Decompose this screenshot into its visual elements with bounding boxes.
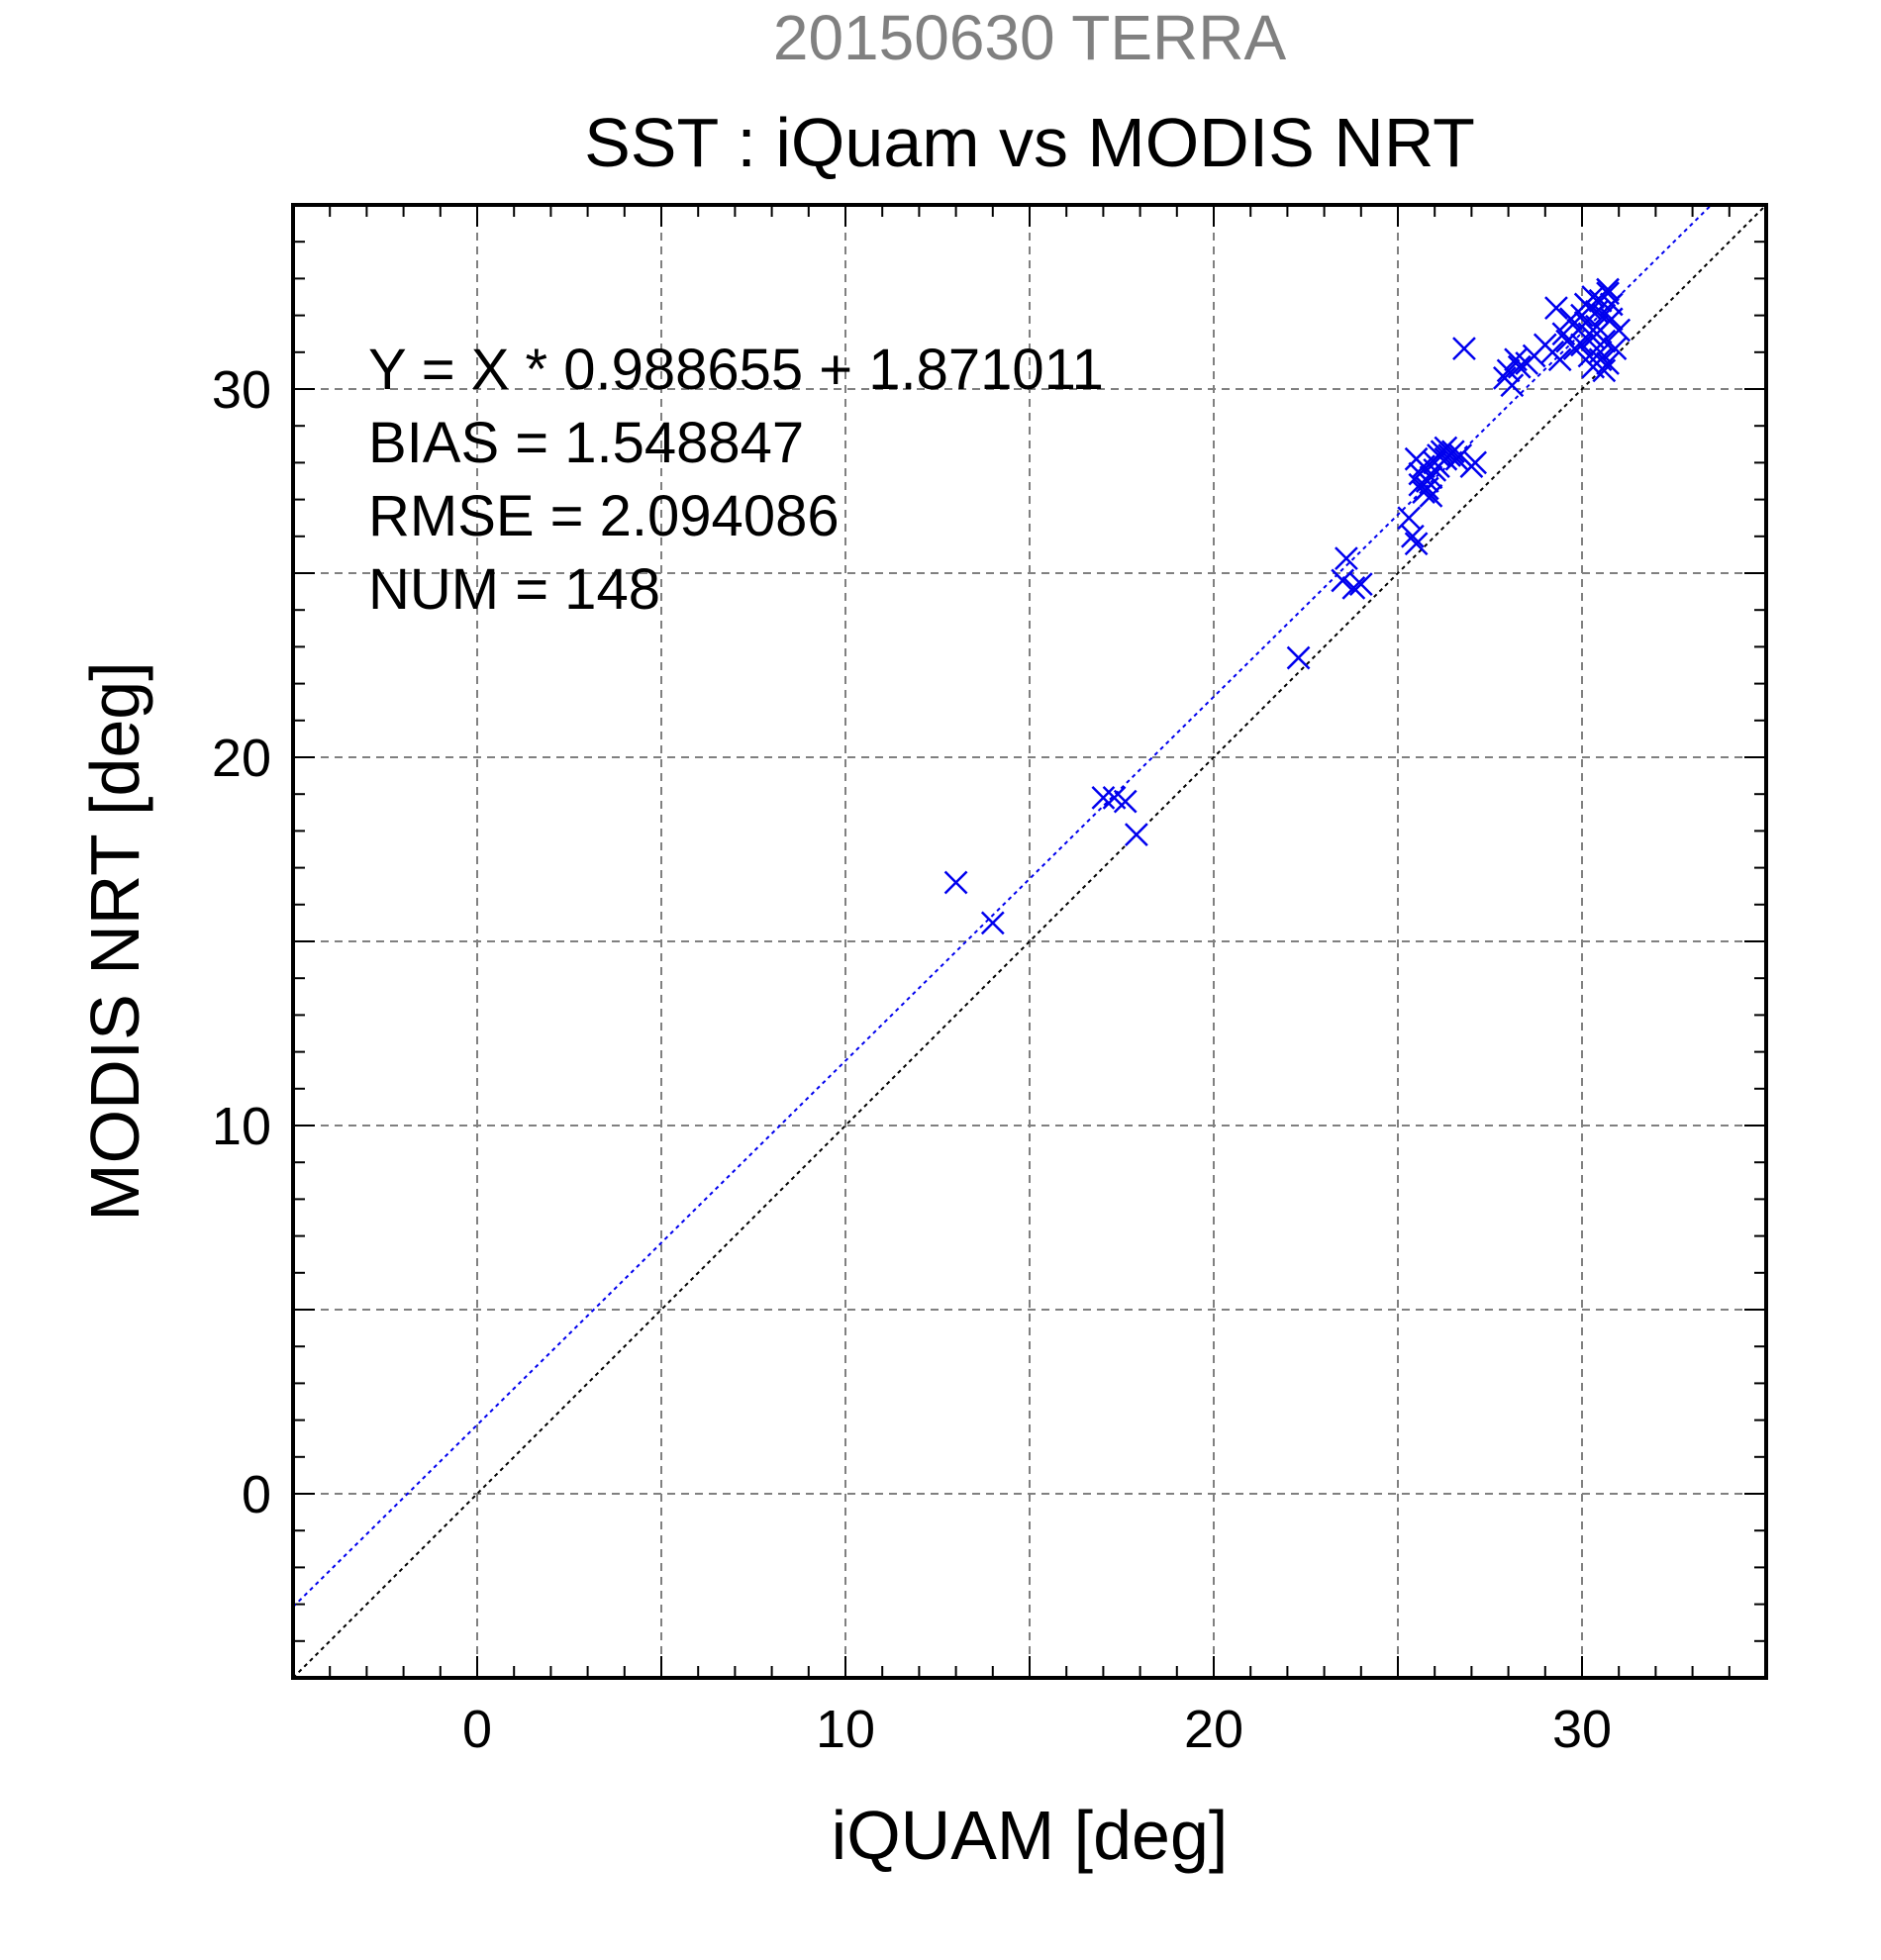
data-point (1500, 373, 1525, 398)
chart-title: SST : iQuam vs MODIS NRT (584, 104, 1475, 181)
stats-rmse: RMSE = 2.094086 (368, 484, 840, 548)
x-tick-labels: 0 10 20 30 (462, 1700, 1612, 1759)
data-point (1113, 789, 1138, 814)
data-point (1124, 823, 1148, 847)
data-point (1286, 645, 1311, 670)
data-point (1570, 333, 1594, 357)
stats-num: NUM = 148 (368, 557, 660, 622)
data-point (1603, 337, 1628, 360)
data-point (1607, 318, 1632, 343)
data-point (1577, 296, 1602, 321)
data-point (1440, 440, 1465, 464)
x-axis-label: iQUAM [deg] (832, 1797, 1229, 1874)
data-point (1419, 465, 1443, 490)
data-point (1348, 572, 1373, 597)
data-point (1596, 277, 1620, 302)
data-point (1335, 546, 1358, 571)
data-point (1331, 568, 1355, 593)
x-tick-label: 0 (462, 1700, 492, 1759)
y-tick-label: 20 (212, 729, 271, 788)
y-axis-label: MODIS NRT [deg] (76, 661, 153, 1221)
data-point (1400, 524, 1425, 548)
data-point (1341, 575, 1366, 600)
stats-bias: BIAS = 1.548847 (368, 411, 804, 475)
data-point (1547, 347, 1572, 372)
grid-layer (293, 205, 1766, 1678)
x-tick-label: 10 (816, 1700, 875, 1759)
data-point (1397, 506, 1422, 531)
y-tick-label: 0 (242, 1465, 271, 1524)
data-point (1584, 314, 1609, 339)
data-point (980, 911, 1005, 935)
x-tick-label: 30 (1552, 1700, 1612, 1759)
x-tick-label: 20 (1184, 1700, 1243, 1759)
stats-block: Y = X * 0.988655 + 1.871011 BIAS = 1.548… (368, 338, 1104, 622)
chart-supertitle: 20150630 TERRA (773, 2, 1287, 73)
data-point (1592, 358, 1617, 383)
y-tick-label: 30 (212, 360, 271, 420)
data-point (1404, 532, 1429, 556)
data-points (943, 277, 1632, 935)
data-point (1507, 354, 1532, 379)
data-point (1599, 292, 1624, 317)
data-point (1419, 483, 1443, 508)
reference-lines (292, 204, 1767, 1679)
plot-frame (291, 203, 1768, 1680)
identity-line (292, 204, 1767, 1679)
y-tick-labels: 0 10 20 30 (212, 360, 271, 1524)
data-point (1584, 322, 1609, 346)
data-point (1091, 786, 1116, 810)
data-point (1463, 450, 1488, 475)
y-tick-label: 10 (212, 1097, 271, 1156)
data-point (943, 870, 968, 895)
data-point (1544, 296, 1568, 321)
data-point (1551, 322, 1576, 346)
stats-regression: Y = X * 0.988655 + 1.871011 (368, 338, 1104, 402)
data-point (1452, 337, 1476, 360)
data-point (1596, 351, 1620, 375)
